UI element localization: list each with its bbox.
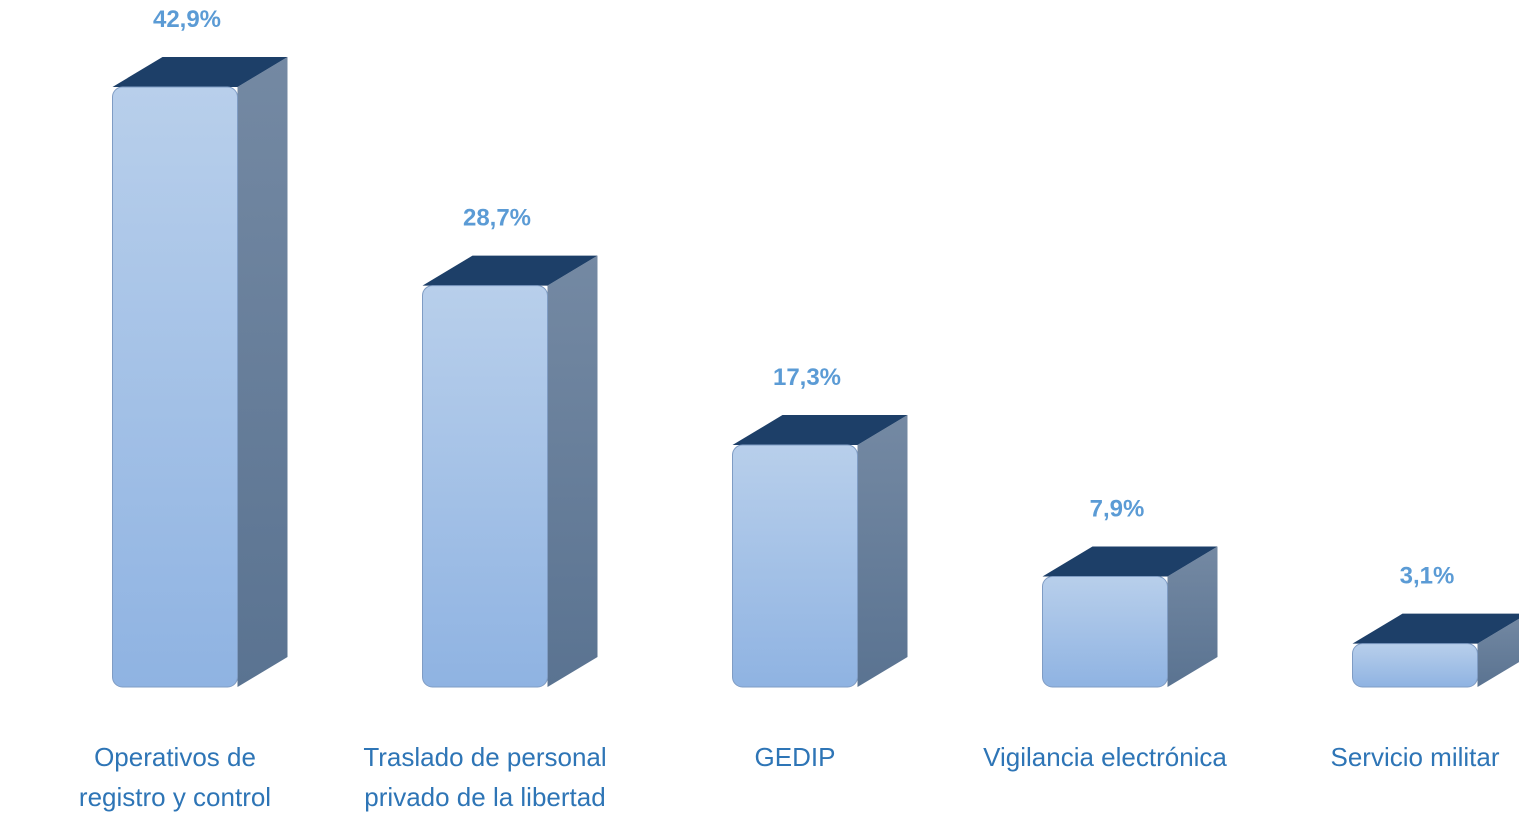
bar-top (732, 415, 908, 446)
bar (732, 444, 858, 688)
bar (1042, 576, 1168, 688)
bar-side (1167, 546, 1218, 687)
category-label: Traslado de personal privado de la liber… (363, 742, 607, 812)
bar-side (1477, 618, 1519, 687)
category-label: Vigilancia electrónica (983, 742, 1227, 772)
value-label: 42,9% (153, 6, 221, 33)
bar (422, 285, 548, 688)
bar-side (857, 415, 908, 687)
category-label: Operativos de registro y control (78, 742, 272, 812)
bar-top (112, 57, 288, 87)
category-label: GEDIP (754, 742, 836, 772)
value-label: 28,7% (463, 205, 531, 232)
bar-top (1042, 546, 1218, 577)
value-label: 7,9% (1090, 496, 1145, 523)
category-label: Servicio militar (1330, 742, 1500, 772)
bar-side (237, 57, 288, 687)
bar-top (1352, 613, 1519, 644)
bar-side (547, 255, 598, 688)
bar-top (422, 255, 598, 286)
bar (1352, 643, 1478, 688)
value-label: 3,1% (1400, 563, 1455, 590)
value-label: 17,3% (773, 364, 841, 391)
bar (112, 86, 238, 688)
